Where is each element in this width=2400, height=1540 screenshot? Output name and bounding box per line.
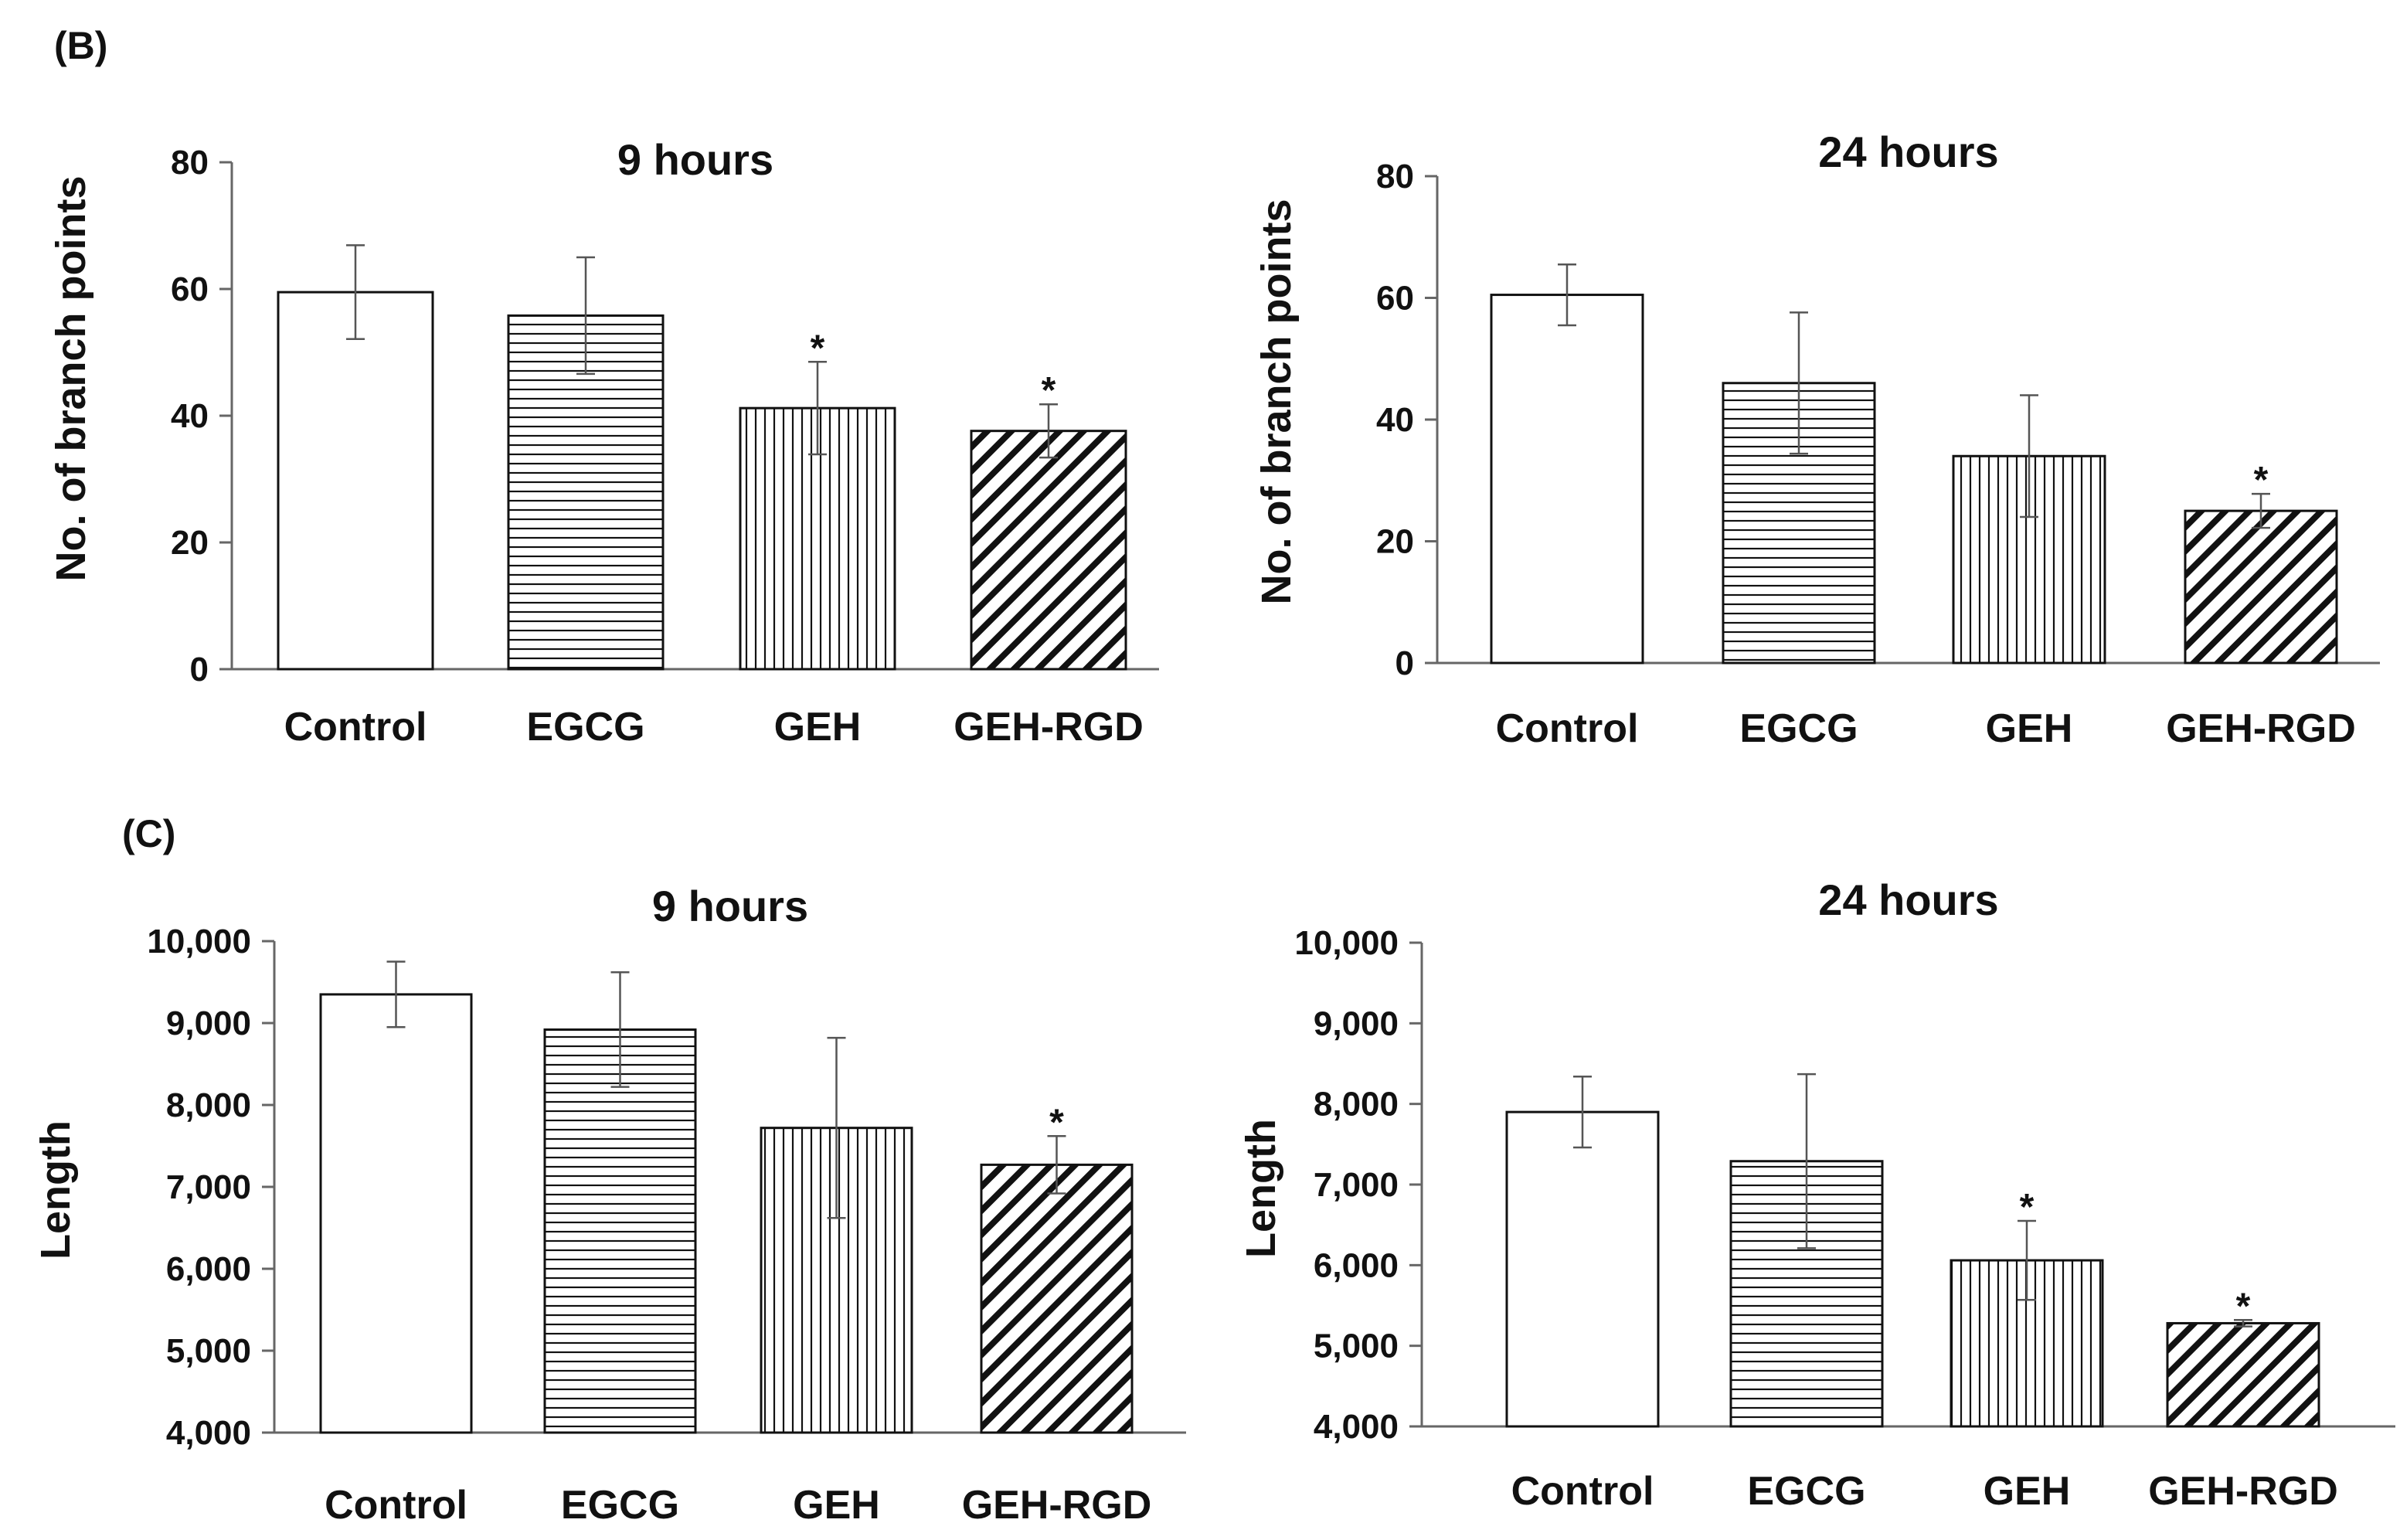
category-label: GEH-RGD	[962, 1483, 1152, 1528]
y-axis-title: Length	[1238, 1119, 1284, 1258]
y-tick-label: 6,000	[1314, 1246, 1399, 1284]
category-label: EGCG	[1739, 706, 1858, 751]
y-tick-label: 7,000	[1314, 1166, 1399, 1204]
category-label: Control	[284, 705, 427, 750]
significance-star: *	[2236, 1286, 2251, 1327]
y-tick-label: 8,000	[166, 1086, 251, 1124]
significance-star: *	[1049, 1102, 1064, 1143]
y-tick-label: 80	[1376, 158, 1414, 195]
chart-c24: 24 hours Length 4,000 5,000 6,000 7,000 8,000 9…	[1238, 875, 2395, 1514]
y-tick-label: 7,000	[166, 1168, 251, 1206]
y-tick-label: 10,000	[147, 923, 251, 960]
bar-control	[319, 993, 473, 1434]
category-label: GEH	[1986, 706, 2073, 751]
y-tick-label: 40	[171, 397, 209, 435]
chart-title: 24 hours	[1818, 127, 1998, 176]
chart-c9: 9 hours Length 4,000 5,000 6,000 7,000 8,000 9,…	[32, 882, 1186, 1528]
bar-control	[1505, 1110, 1660, 1428]
significance-star: *	[2020, 1187, 2035, 1228]
y-tick-label: 6,000	[166, 1250, 251, 1288]
y-tick-label: 5,000	[1314, 1328, 1399, 1365]
y-tick-label: 4,000	[1314, 1408, 1399, 1446]
significance-star: *	[2254, 460, 2269, 501]
category-label: EGCG	[526, 705, 644, 750]
y-axis-title: No. of branch points	[48, 176, 94, 582]
significance-star: *	[811, 328, 825, 369]
y-axis-title: Length	[32, 1120, 79, 1260]
y-tick-label: 60	[1376, 280, 1414, 318]
category-label: GEH	[793, 1483, 880, 1528]
bar-geh-rgd	[970, 430, 1127, 671]
bar-geh-rgd	[2166, 1321, 2320, 1428]
category-label: EGCG	[1747, 1469, 1865, 1514]
category-label: GEH-RGD	[954, 705, 1144, 750]
chart-title: 9 hours	[652, 882, 808, 930]
category-label: Control	[325, 1483, 467, 1528]
chart-b24: 24 hours No. of branch points 0 20 40 60 80 Con…	[1253, 127, 2380, 751]
chart-title: 9 hours	[617, 135, 773, 184]
y-tick-label: 8,000	[1314, 1086, 1399, 1124]
y-tick-label: 0	[1395, 644, 1414, 682]
y-tick-label: 9,000	[166, 1005, 251, 1042]
category-label: Control	[1496, 706, 1639, 751]
bar-geh-rgd	[980, 1163, 1134, 1434]
y-axis-title: No. of branch points	[1253, 199, 1300, 605]
category-label: GEH-RGD	[2166, 706, 2356, 751]
y-tick-label: 0	[190, 651, 209, 688]
bar-control	[277, 291, 434, 671]
category-label: GEH	[774, 705, 862, 750]
category-label: GEH-RGD	[2148, 1469, 2338, 1514]
panel-b-label: (B)	[54, 24, 108, 67]
bar-egcg	[543, 1028, 697, 1434]
y-tick-label: 40	[1376, 401, 1414, 439]
y-tick-label: 20	[1376, 523, 1414, 561]
y-tick-label: 80	[171, 144, 209, 182]
chart-b9: 9 hours No. of branch points 0 20 40 60 80 Cont…	[48, 135, 1159, 750]
category-label: Control	[1511, 1469, 1654, 1514]
y-tick-label: 4,000	[166, 1414, 251, 1452]
bar-control	[1490, 294, 1644, 665]
chart-title: 24 hours	[1818, 875, 1998, 924]
y-tick-label: 60	[171, 270, 209, 308]
panel-c-label: (C)	[122, 812, 176, 855]
y-tick-label: 10,000	[1294, 924, 1399, 962]
significance-star: *	[1042, 370, 1056, 411]
y-tick-label: 5,000	[166, 1332, 251, 1370]
bar-geh-rgd	[2184, 509, 2338, 665]
y-tick-label: 9,000	[1314, 1005, 1399, 1042]
category-label: GEH	[1984, 1469, 2071, 1514]
category-label: EGCG	[561, 1483, 679, 1528]
y-tick-label: 20	[171, 524, 209, 562]
